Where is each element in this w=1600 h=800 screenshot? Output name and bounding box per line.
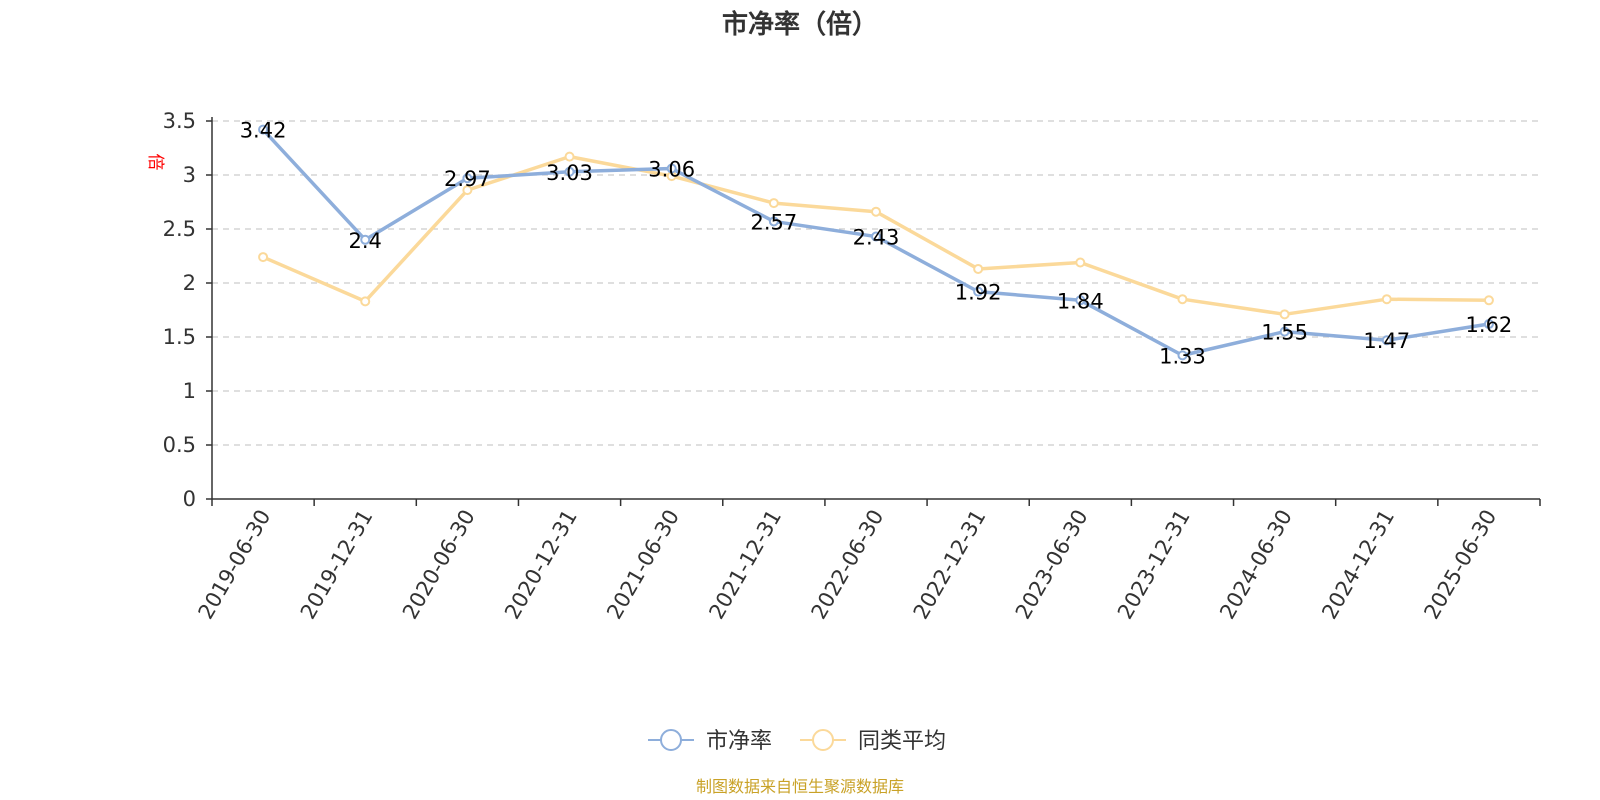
y-tick-label: 3 bbox=[183, 163, 196, 187]
data-label: 1.33 bbox=[1159, 344, 1206, 368]
legend-label-series-2: 同类平均 bbox=[858, 729, 946, 754]
series-2-point bbox=[1383, 295, 1391, 303]
y-tick-label: 2.5 bbox=[163, 217, 196, 241]
data-label: 1.55 bbox=[1261, 321, 1308, 345]
series-2-point bbox=[1485, 296, 1493, 304]
legend: 市净率 同类平均 bbox=[648, 729, 946, 754]
x-tick-label: 2024-12-31 bbox=[1317, 506, 1399, 624]
x-tick-label: 2019-06-30 bbox=[194, 506, 276, 624]
series-2-point bbox=[974, 265, 982, 273]
chart: 市净率（倍） 倍 0 0.5 1 1.5 2 2.5 3 3.5 2019-06-30 2019… bbox=[0, 0, 1600, 800]
x-tick-label: 2020-12-31 bbox=[500, 506, 582, 624]
data-label: 1.47 bbox=[1363, 329, 1410, 353]
x-tick-label: 2023-06-30 bbox=[1011, 506, 1093, 624]
y-tick-labels: 0 0.5 1 1.5 2 2.5 3 3.5 bbox=[163, 109, 212, 511]
y-tick-label: 0.5 bbox=[163, 433, 196, 457]
series-2-point bbox=[259, 253, 267, 261]
x-tick-label: 2021-12-31 bbox=[704, 506, 786, 624]
data-label: 1.62 bbox=[1466, 313, 1513, 337]
x-tick-label: 2019-12-31 bbox=[296, 506, 378, 624]
data-labels: 3.42 2.4 2.97 3.03 3.06 2.57 2.43 1.92 1.84 1.33 1… bbox=[240, 119, 1513, 369]
chart-title: 市净率（倍） bbox=[722, 9, 878, 40]
y-tick-label: 1 bbox=[183, 379, 196, 403]
data-label: 2.4 bbox=[349, 229, 382, 253]
data-label: 3.06 bbox=[648, 158, 695, 182]
legend-item-series-1[interactable]: 市净率 bbox=[648, 729, 772, 754]
legend-marker-series-2 bbox=[813, 730, 833, 750]
legend-item-series-2[interactable]: 同类平均 bbox=[800, 729, 946, 754]
data-label: 3.03 bbox=[546, 161, 593, 185]
y-tick-label: 3.5 bbox=[163, 109, 196, 133]
series-2-point bbox=[770, 199, 778, 207]
series-2-point bbox=[872, 208, 880, 216]
x-tick-label: 2022-12-31 bbox=[909, 505, 991, 623]
data-label: 2.43 bbox=[853, 226, 900, 250]
x-tick-label: 2022-06-30 bbox=[807, 506, 889, 624]
y-axis-label: 倍 bbox=[145, 154, 165, 171]
y-tick-label: 1.5 bbox=[163, 325, 196, 349]
x-tick-label: 2021-06-30 bbox=[602, 506, 684, 624]
grid-lines bbox=[212, 121, 1540, 445]
source-note: 制图数据来自恒生聚源数据库 bbox=[696, 777, 904, 796]
x-tick-label: 2020-06-30 bbox=[398, 506, 480, 624]
series-2-point bbox=[1076, 258, 1084, 266]
data-label: 1.92 bbox=[955, 281, 1002, 305]
x-tick-label: 2023-12-31 bbox=[1113, 506, 1195, 624]
series-2-point bbox=[1281, 310, 1289, 318]
x-tick-labels: 2019-06-30 2019-12-31 2020-06-30 2020-12-31… bbox=[194, 505, 1502, 623]
data-label: 2.57 bbox=[750, 210, 797, 234]
data-label: 3.42 bbox=[240, 119, 287, 143]
x-tick-label: 2024-06-30 bbox=[1215, 506, 1297, 624]
series-2-point bbox=[1178, 295, 1186, 303]
series-2-point bbox=[361, 297, 369, 305]
data-label: 1.84 bbox=[1057, 289, 1104, 313]
y-tick-label: 2 bbox=[183, 271, 196, 295]
legend-marker-series-1 bbox=[661, 730, 681, 750]
legend-label-series-1: 市净率 bbox=[706, 729, 772, 754]
y-tick-label: 0 bbox=[183, 487, 196, 511]
series-2-point bbox=[566, 153, 574, 161]
data-label: 2.97 bbox=[444, 167, 491, 191]
x-tick-label: 2025-06-30 bbox=[1419, 506, 1501, 624]
